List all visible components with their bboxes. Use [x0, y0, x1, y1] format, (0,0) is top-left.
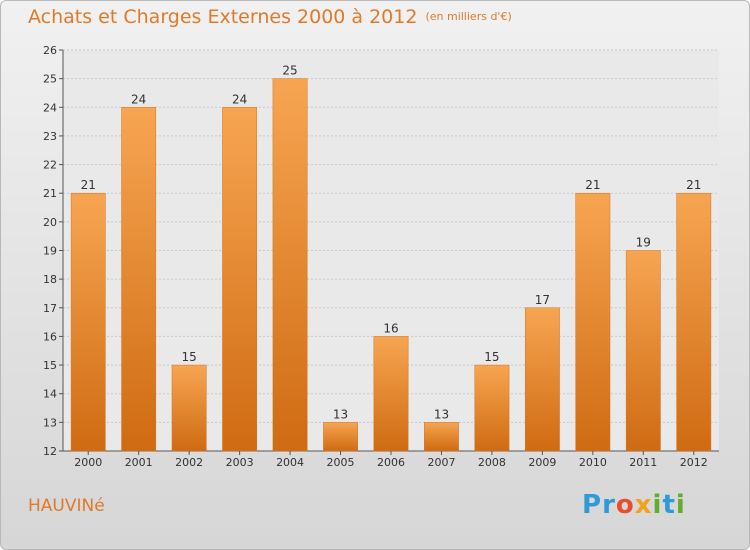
y-tick-label: 26 [43, 44, 57, 57]
logo-letter: i [652, 490, 663, 520]
logo-letter: o [615, 490, 635, 520]
y-tick-label: 14 [43, 388, 57, 401]
bar-value-label: 15 [484, 350, 499, 364]
y-tick-label: 17 [43, 302, 57, 315]
bar-value-label: 21 [686, 178, 701, 192]
x-tick-label: 2011 [629, 456, 657, 469]
bar [424, 422, 459, 452]
bar-value-label: 21 [585, 178, 600, 192]
bar-value-label: 13 [333, 407, 348, 421]
place-name: HAUVINé [28, 496, 105, 516]
bar-value-label: 21 [81, 178, 96, 192]
x-tick-label: 2005 [327, 456, 355, 469]
bar-value-label: 13 [434, 407, 449, 421]
bar-value-label: 16 [383, 321, 398, 335]
bar [171, 364, 207, 452]
bar-value-label: 24 [131, 92, 146, 106]
x-tick-label: 2012 [680, 456, 708, 469]
bar [222, 107, 258, 452]
logo-letter: t [662, 490, 676, 520]
y-tick-label: 20 [43, 216, 57, 229]
y-tick-label: 13 [43, 416, 57, 429]
chart-title: Achats et Charges Externes 2000 à 2012 (e… [28, 6, 512, 28]
logo-letter: r [602, 490, 616, 520]
proxiti-logo: Proxiti [582, 490, 686, 520]
x-tick-label: 2010 [579, 456, 607, 469]
bar [272, 78, 308, 452]
bar-value-label: 15 [182, 350, 197, 364]
bar-value-label: 17 [535, 293, 550, 307]
y-tick-label: 21 [43, 187, 57, 200]
y-tick-label: 23 [43, 130, 57, 143]
logo-letter: i [675, 490, 686, 520]
bar-value-label: 24 [232, 92, 247, 106]
bar [474, 364, 510, 452]
x-tick-label: 2008 [478, 456, 506, 469]
bar-value-label: 25 [282, 64, 297, 78]
bar [676, 192, 712, 452]
y-tick-label: 22 [43, 159, 57, 172]
x-tick-label: 2001 [125, 456, 153, 469]
x-tick-label: 2007 [427, 456, 455, 469]
bar [373, 336, 409, 452]
y-tick-label: 19 [43, 245, 57, 258]
x-tick-label: 2002 [175, 456, 203, 469]
x-tick-label: 2003 [226, 456, 254, 469]
y-tick-label: 18 [43, 273, 57, 286]
logo-letter: P [582, 490, 603, 520]
bar [323, 422, 358, 452]
y-tick-label: 12 [43, 445, 57, 458]
bar-value-label: 19 [636, 236, 651, 250]
logo-letter: x [634, 490, 653, 520]
bar [575, 192, 611, 452]
y-tick-label: 24 [43, 101, 57, 114]
x-tick-label: 2000 [74, 456, 102, 469]
chart-title-text: Achats et Charges Externes 2000 à 2012 [28, 6, 418, 28]
bar [625, 250, 661, 452]
y-tick-label: 15 [43, 359, 57, 372]
bar [121, 107, 157, 452]
x-tick-label: 2006 [377, 456, 405, 469]
y-tick-label: 25 [43, 73, 57, 86]
plot-area: 12 13 14 15 16 17 18 19 20 21 22 23 24 25 26 21 2000 24 20… [43, 44, 719, 469]
y-tick-label: 16 [43, 330, 57, 343]
x-tick-label: 2009 [528, 456, 556, 469]
bar [524, 307, 560, 452]
bar [70, 192, 106, 452]
x-tick-label: 2004 [276, 456, 304, 469]
chart-unit: (en milliers d'€) [425, 10, 512, 23]
